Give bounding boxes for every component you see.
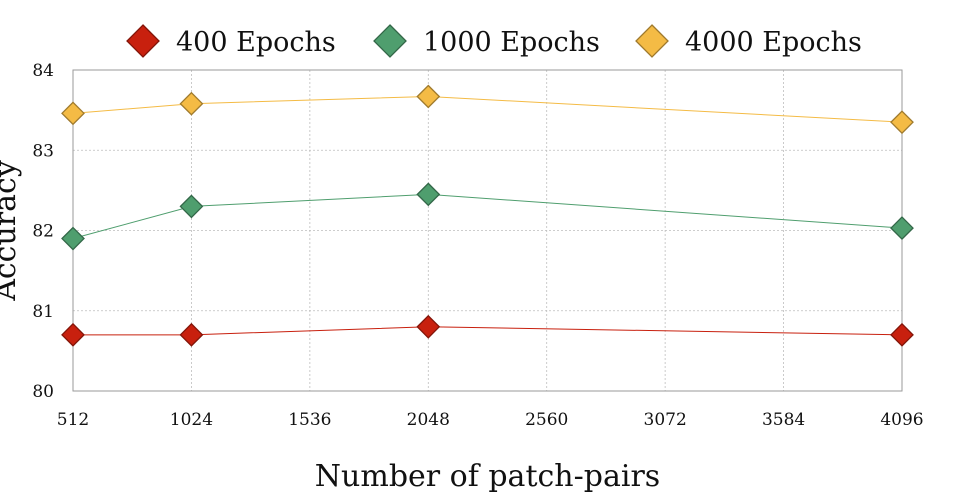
legend-item-400-epochs: 400 Epochs [126,24,336,58]
x-tick-label: 4096 [880,410,923,430]
x-tick-label: 1536 [288,410,331,430]
y-tick-label: 82 [32,222,54,242]
data-point-marker [179,194,204,219]
legend-diamond-icon [126,24,160,58]
x-axis-ticks: 512 1024 1536 2048 2560 3072 3584 4096 [57,410,924,430]
series-line [73,326,903,336]
data-point-marker [179,91,204,116]
x-tick-label: 3072 [644,410,687,430]
data-point-marker [61,322,85,347]
x-axis-title: Number of patch-pairs [315,459,660,494]
legend: 400 Epochs 1000 Epochs 4000 Epochs [126,24,862,58]
data-point-marker [61,226,85,251]
x-tick-label: 1024 [170,410,213,430]
y-tick-label: 83 [32,141,54,161]
y-axis-title: Accuracy [0,160,23,302]
data-point-marker [890,110,914,135]
y-tick-label: 81 [32,302,54,322]
legend-diamond-icon [373,24,407,58]
y-tick-label: 84 [32,61,54,81]
data-point-marker [416,84,441,109]
series-line [72,95,903,123]
data-point-marker [890,216,914,241]
data-point-marker [416,182,441,207]
series-4000-epochs [61,84,914,135]
y-axis-ticks: 80 81 82 83 84 [32,61,54,402]
data-point-marker [61,101,85,126]
series-layer [61,84,914,347]
legend-item-1000-epochs: 1000 Epochs [373,24,600,58]
x-tick-label: 2048 [407,410,450,430]
series-1000-epochs [61,182,914,251]
x-tick-label: 3584 [762,410,805,430]
x-tick-label: 512 [57,410,89,430]
series-line [72,193,903,240]
data-point-marker [416,314,441,339]
data-point-marker [890,322,914,347]
legend-label: 4000 Epochs [685,27,862,58]
x-tick-label: 2560 [525,410,568,430]
legend-diamond-icon [635,24,669,58]
legend-item-4000-epochs: 4000 Epochs [635,24,862,58]
grid [73,70,902,391]
legend-label: 1000 Epochs [423,27,600,58]
series-400-epochs [61,314,914,347]
data-point-marker [179,322,204,347]
legend-label: 400 Epochs [176,27,336,58]
y-tick-label: 80 [32,382,54,402]
